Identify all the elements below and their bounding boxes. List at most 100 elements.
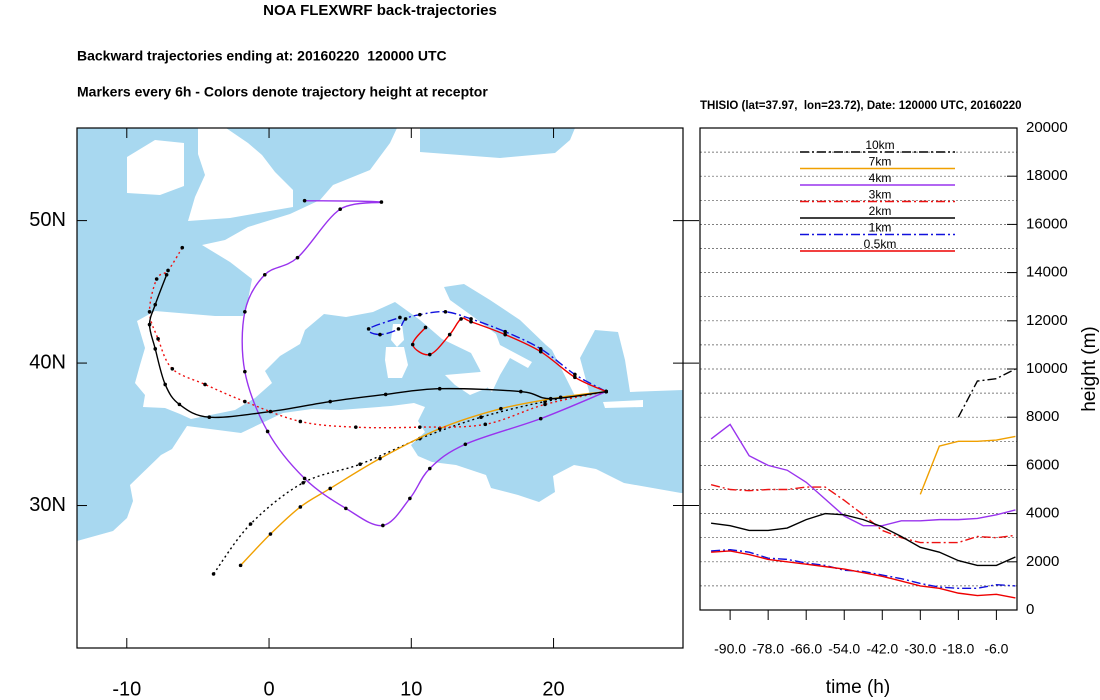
map-background xyxy=(77,128,683,648)
trajectory-marker xyxy=(163,382,167,387)
x-tick-label: -78.0 xyxy=(752,641,784,657)
y-tick-label: 2000 xyxy=(1026,553,1059,570)
y-tick-label: 8000 xyxy=(1026,408,1059,425)
land xyxy=(135,128,683,419)
land xyxy=(385,347,408,378)
land xyxy=(127,140,184,195)
subtitle: Markers every 6h - Colors denote traject… xyxy=(77,84,488,100)
trajectory-marker xyxy=(328,399,333,404)
legend-label: 4km xyxy=(869,171,892,185)
legend-label: 7km xyxy=(869,155,892,169)
x-tick-label: -90.0 xyxy=(714,641,746,657)
trajectory-marker xyxy=(302,476,307,481)
trajectory-marker xyxy=(503,329,507,334)
height-line xyxy=(919,435,1016,495)
x-tick-label: -6.0 xyxy=(984,641,1008,657)
panel-title: THISIO (lat=37.97, lon=23.72), Date: 120… xyxy=(700,100,1022,112)
trajectory-marker xyxy=(381,523,385,528)
trajectory-marker xyxy=(147,322,152,327)
height-line xyxy=(711,550,1016,599)
x-tick-label: -30.0 xyxy=(904,641,936,657)
trajectory-marker xyxy=(418,312,422,317)
trajectory-marker xyxy=(207,415,212,420)
y-tick-label: 50N xyxy=(29,209,66,231)
trajectory-marker xyxy=(548,396,553,401)
legend-label: 0.5km xyxy=(864,237,897,251)
trajectory-line xyxy=(148,247,607,429)
trajectory-marker xyxy=(463,442,468,447)
trajectory-marker xyxy=(302,198,307,203)
chart-title: NOA FLEXWRF back-trajectories xyxy=(263,2,497,19)
trajectory-marker xyxy=(268,532,273,536)
y-tick-label: 16000 xyxy=(1026,215,1068,232)
trajectory-marker xyxy=(211,572,216,576)
trajectory-marker xyxy=(418,425,422,429)
x-tick-label: -54.0 xyxy=(828,641,860,657)
y-tick-label: 0 xyxy=(1026,601,1034,618)
trajectory-marker xyxy=(543,402,547,407)
trajectory-marker xyxy=(177,402,182,407)
x-tick-label: -18.0 xyxy=(942,641,974,657)
trajectory-marker xyxy=(154,277,159,281)
trajectory-marker xyxy=(378,332,382,337)
height-line xyxy=(711,512,1016,567)
trajectory-line xyxy=(148,274,607,419)
trajectory-marker xyxy=(265,429,270,434)
trajectory-marker xyxy=(383,392,388,397)
x-tick-label: 10 xyxy=(400,678,422,700)
legend-label: 2km xyxy=(869,204,892,218)
trajectory-marker xyxy=(248,522,253,526)
height-line xyxy=(711,549,1016,590)
trajectory-marker xyxy=(203,382,207,387)
trajectory-marker xyxy=(366,327,371,331)
trajectory-marker xyxy=(538,416,543,421)
trajectory-marker xyxy=(538,347,543,351)
height-line xyxy=(710,423,1016,527)
trajectory-marker xyxy=(166,268,170,273)
y-tick-label: 30N xyxy=(29,494,66,516)
trajectory-marker xyxy=(344,506,348,511)
subtitle: Backward trajectories ending at: 2016022… xyxy=(77,48,447,64)
x-tick-label: -42.0 xyxy=(866,641,898,657)
trajectory-marker xyxy=(338,207,342,212)
trajectory-marker xyxy=(268,409,273,414)
trajectory-marker xyxy=(519,389,523,394)
y-tick-label: 4000 xyxy=(1026,505,1059,522)
height-line xyxy=(957,368,1016,418)
trajectory-marker xyxy=(403,317,408,321)
trajectory-line xyxy=(241,199,607,527)
trajectory-marker xyxy=(469,317,473,321)
trajectory-marker xyxy=(499,406,503,411)
trajectory-marker xyxy=(358,462,362,467)
trajectory-marker xyxy=(298,505,303,509)
trajectory-marker xyxy=(538,349,543,354)
trajectory-marker xyxy=(243,369,247,374)
y-tick-label: 14000 xyxy=(1026,264,1068,281)
trajectory-marker xyxy=(396,327,401,331)
trajectory-marker xyxy=(262,272,267,277)
height-line xyxy=(710,484,1016,544)
trajectory-line xyxy=(213,390,607,575)
trajectory-marker xyxy=(170,366,175,371)
trajectory-marker xyxy=(437,386,442,391)
trajectory-marker xyxy=(298,419,303,424)
trajectory-marker xyxy=(328,486,333,491)
trajectory-marker xyxy=(447,332,452,337)
baltic-sea xyxy=(420,128,575,158)
trajectory-marker xyxy=(443,309,448,314)
trajectory-marker xyxy=(180,245,185,250)
trajectory-marker xyxy=(378,456,382,461)
trajectory-marker xyxy=(238,563,243,568)
x-axis-label: time (h) xyxy=(826,677,890,698)
x-tick-label: -66.0 xyxy=(790,641,822,657)
x-tick-label: 0 xyxy=(263,678,274,700)
map-frame xyxy=(76,127,684,649)
legend-label: 3km xyxy=(869,188,892,202)
x-tick-label: 20 xyxy=(542,678,564,700)
trajectory-marker xyxy=(469,319,473,324)
y-axis-label: height (m) xyxy=(1079,326,1100,412)
trajectory-marker xyxy=(408,496,412,501)
trajectory-marker xyxy=(573,372,577,377)
legend-label: 10km xyxy=(865,138,894,152)
